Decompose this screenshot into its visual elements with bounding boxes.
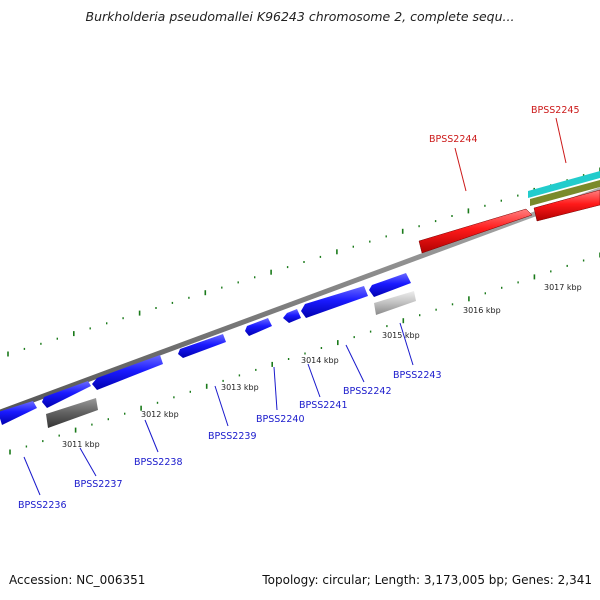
gene-label-bpss2239[interactable]: BPSS2239 xyxy=(208,431,256,442)
gene-bpss2236-arrow[interactable] xyxy=(0,401,37,425)
cyan-feature-track xyxy=(528,171,600,198)
lower-tick-row xyxy=(9,252,600,455)
olive-feature-track xyxy=(530,180,600,206)
kbp-label-3016: 3016 kbp xyxy=(463,306,501,315)
accession-text: Accession: NC_006351 xyxy=(9,573,146,587)
kbp-label-3011: 3011 kbp xyxy=(62,440,100,449)
gene-label-bpss2244[interactable]: BPSS2244 xyxy=(429,134,477,145)
upper-tick-row xyxy=(7,167,600,357)
leader-line-bpss2239 xyxy=(214,385,229,427)
gene-label-bpss2238[interactable]: BPSS2238 xyxy=(134,457,182,468)
map-title: Burkholderia pseudomallei K96243 chromos… xyxy=(85,9,515,24)
kbp-label-3013: 3013 kbp xyxy=(221,383,259,392)
gene-bpss2239-arrow[interactable] xyxy=(178,334,226,358)
leader-line-bpss2238 xyxy=(144,419,159,453)
leader-line-bpss2242 xyxy=(345,344,365,383)
gene-bpss2240-arrow[interactable] xyxy=(245,318,272,336)
gene-label-bpss2241[interactable]: BPSS2241 xyxy=(299,400,347,411)
gene-bpss2238-arrow[interactable] xyxy=(92,355,163,390)
gene-label-bpss2242[interactable]: BPSS2242 xyxy=(343,386,391,397)
gene-bpss2243-arrow-forward[interactable] xyxy=(369,273,411,297)
gene-bpss2242-arrow[interactable] xyxy=(301,286,368,318)
gene-bpss2245-arrow[interactable] xyxy=(533,189,600,222)
gene-bpss2237-arrow-reverse[interactable] xyxy=(46,398,98,428)
gene-label-bpss2236[interactable]: BPSS2236 xyxy=(18,500,66,511)
kbp-label-3012: 3012 kbp xyxy=(141,410,179,419)
leader-line-bpss2244 xyxy=(454,147,467,192)
leader-line-bpss2243 xyxy=(399,322,414,366)
topology-text: Topology: circular; Length: 3,173,005 bp… xyxy=(262,573,592,587)
sequence-backbone xyxy=(0,187,600,415)
kbp-label-3015: 3015 kbp xyxy=(382,331,420,340)
gene-bpss2241-arrow[interactable] xyxy=(283,309,301,323)
gene-bpss2237-arrow-forward[interactable] xyxy=(42,381,91,408)
leader-line-bpss2236 xyxy=(23,456,41,496)
gene-label-bpss2243[interactable]: BPSS2243 xyxy=(393,370,441,381)
leader-line-bpss2237 xyxy=(79,447,97,477)
leader-line-bpss2240 xyxy=(273,366,278,411)
gene-bpss2244-arrow[interactable] xyxy=(418,208,533,254)
kbp-label-3017: 3017 kbp xyxy=(544,283,582,292)
gene-label-bpss2240[interactable]: BPSS2240 xyxy=(256,414,304,425)
gene-label-bpss2237[interactable]: BPSS2237 xyxy=(74,479,122,490)
kbp-label-3014: 3014 kbp xyxy=(301,356,339,365)
leader-line-bpss2245 xyxy=(555,117,567,164)
gene-label-bpss2245[interactable]: BPSS2245 xyxy=(531,105,579,116)
leader-line-bpss2241 xyxy=(307,363,321,398)
gene-bpss2243-arrow-reverse[interactable] xyxy=(374,291,416,315)
